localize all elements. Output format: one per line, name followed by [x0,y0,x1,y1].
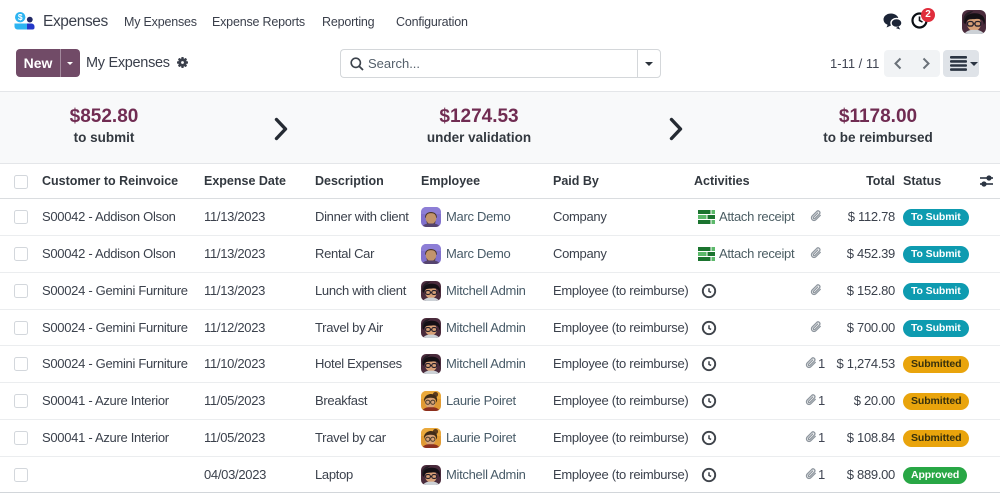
svg-text:$: $ [18,12,23,22]
